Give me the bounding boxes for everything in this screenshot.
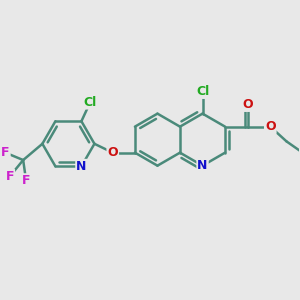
Text: Cl: Cl <box>196 85 209 98</box>
Text: O: O <box>243 98 254 111</box>
Text: N: N <box>197 159 208 172</box>
Text: F: F <box>22 174 30 187</box>
Text: F: F <box>1 146 10 159</box>
Text: O: O <box>265 120 276 133</box>
Text: O: O <box>107 146 118 159</box>
Text: F: F <box>6 170 14 183</box>
Text: Cl: Cl <box>84 95 97 109</box>
Text: N: N <box>76 160 87 173</box>
